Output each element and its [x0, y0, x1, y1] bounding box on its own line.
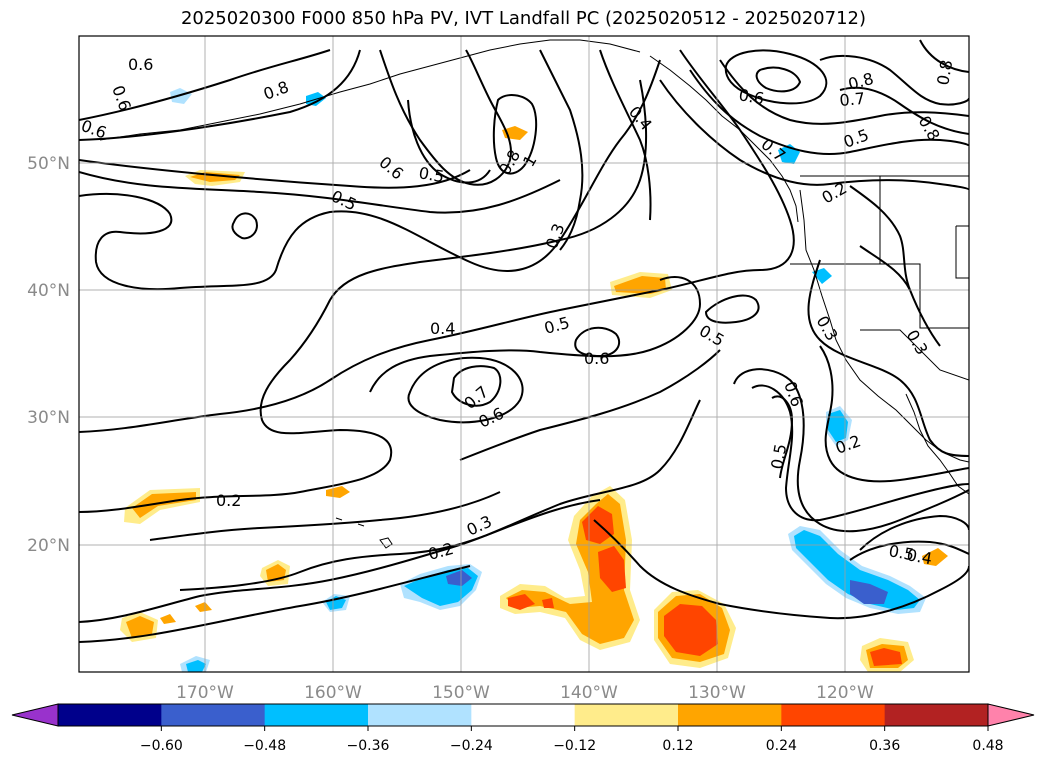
- colorbar-tick-label: −0.60: [140, 738, 183, 754]
- lat-label: 50°N: [27, 154, 70, 174]
- lon-label: 160°W: [304, 683, 362, 703]
- contour-label: 0.6: [737, 85, 765, 108]
- map-title: 2025020300 F000 850 hPa PV, IVT Landfall…: [180, 8, 867, 29]
- contour-label: 0.5: [767, 442, 790, 470]
- colorbar-tick-label: −0.36: [347, 738, 390, 754]
- contour-label: 0.2: [216, 491, 241, 510]
- contour-label: 0.6: [584, 349, 609, 368]
- lon-label: 150°W: [432, 683, 490, 703]
- colorbar-tick-label: 0.36: [869, 738, 900, 754]
- colorbar-tick-label: −0.12: [553, 738, 596, 754]
- contour-label: 0.8: [933, 58, 956, 86]
- colorbar-tick-label: −0.24: [450, 738, 493, 754]
- coastlines: [99, 39, 969, 549]
- contour-label: 0.5: [887, 541, 915, 564]
- colorbar-segment: [678, 704, 782, 726]
- colorbar-segment: [161, 704, 266, 726]
- lat-label: 40°N: [27, 281, 70, 301]
- graticule: [79, 36, 969, 672]
- colorbar-segment: [58, 704, 162, 726]
- lon-label: 140°W: [560, 683, 618, 703]
- latitude-labels: 50°N 40°N 30°N 20°N: [27, 154, 70, 556]
- lon-label: 130°W: [688, 683, 746, 703]
- lon-label: 170°W: [176, 683, 234, 703]
- contour-label: 0.4: [905, 545, 933, 568]
- colorbar-segment: [574, 704, 679, 726]
- colorbar-segment: [264, 704, 369, 726]
- colorbar-segment: [368, 704, 472, 726]
- colorbar-extend-low: [11, 703, 59, 727]
- colorbar-ticks: −0.60 −0.48 −0.36 −0.24 −0.12 0.12 0.24 0.36 0.4…: [140, 726, 1004, 754]
- longitude-labels: 170°W 160°W 150°W 140°W 130°W 120°W: [176, 683, 874, 703]
- colorbar-tick-label: −0.48: [243, 738, 286, 754]
- colorbar-tick-label: 0.12: [662, 738, 693, 754]
- contour-label: 0.4: [430, 319, 455, 338]
- contour-label: 0.6: [128, 55, 153, 74]
- map-frame: [78, 35, 970, 673]
- colorbar-tick-label: 0.48: [972, 738, 1003, 754]
- contour-label: 0.5: [417, 163, 445, 186]
- colorbar-segment: [471, 704, 576, 726]
- colorbar-tick-label: 0.24: [766, 738, 797, 754]
- colorbar-segment: [884, 704, 989, 726]
- lat-label: 30°N: [27, 408, 70, 428]
- colorbar-extend-high: [987, 703, 1035, 727]
- lon-label: 120°W: [816, 683, 874, 703]
- contour-label: 0.7: [839, 89, 866, 110]
- colorbar: −0.60 −0.48 −0.36 −0.24 −0.12 0.12 0.24 0.36 0.4…: [11, 703, 1035, 754]
- colorbar-segment: [781, 704, 886, 726]
- lat-label: 20°N: [27, 536, 70, 556]
